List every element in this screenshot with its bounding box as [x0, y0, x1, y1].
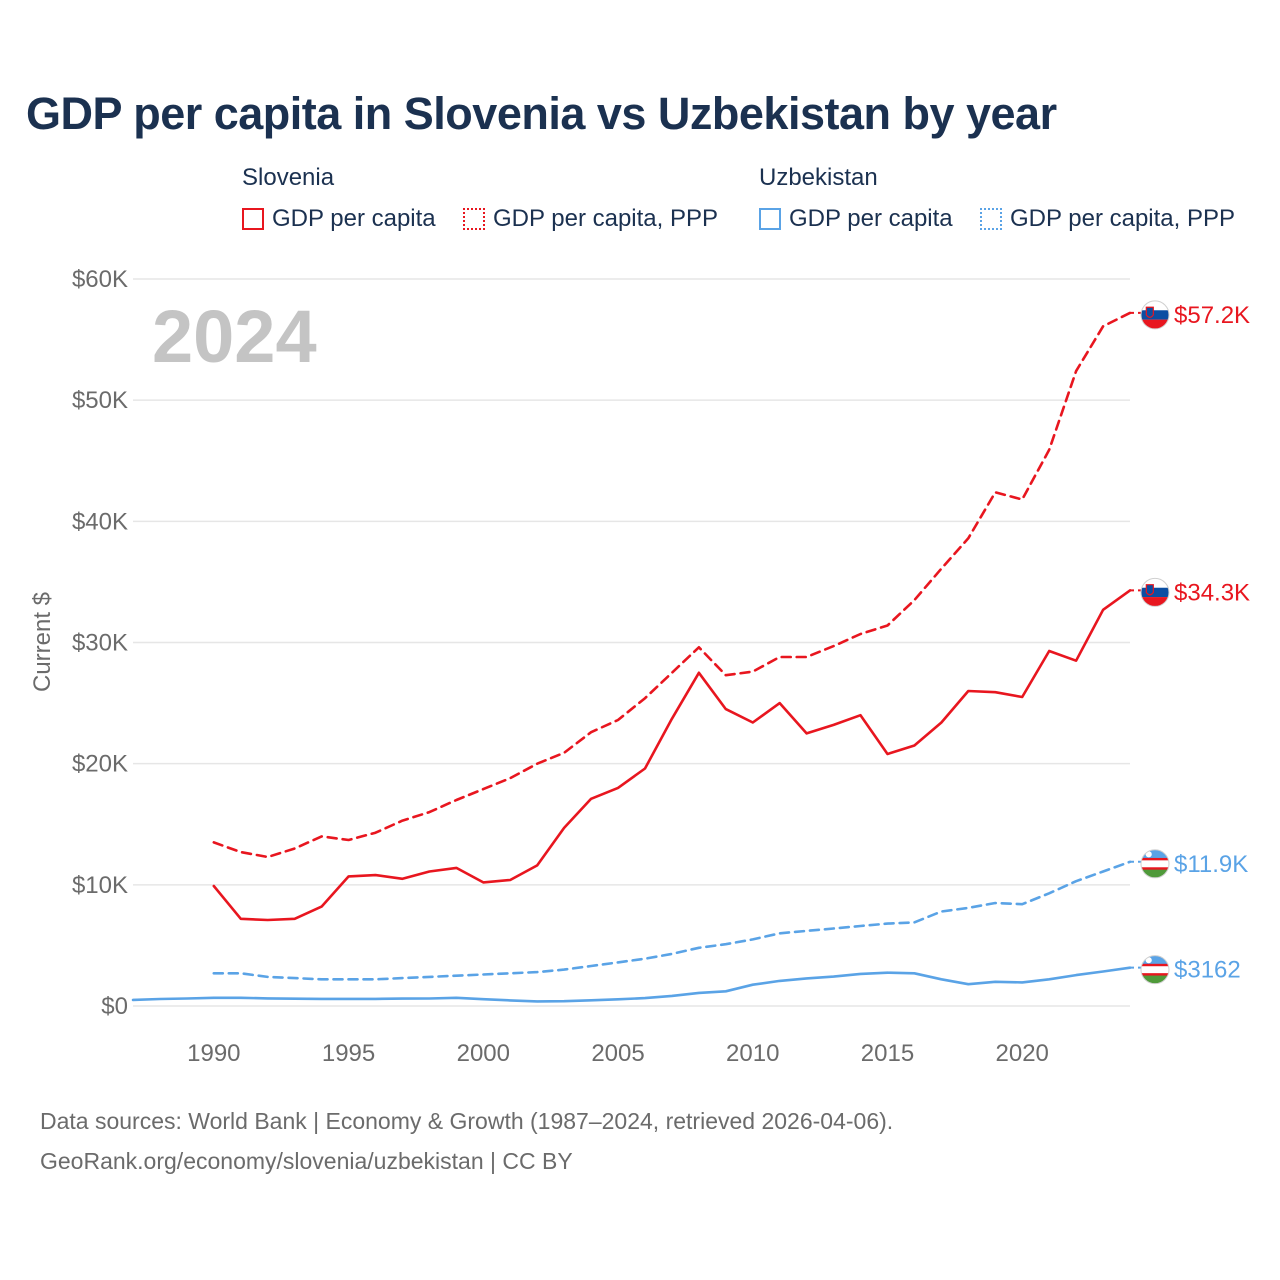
slovenia-flag-icon: [1141, 300, 1169, 329]
y-tick-label: $40K: [72, 508, 128, 535]
legend-swatch-dotted: [980, 208, 1002, 230]
x-tick-label: 2000: [457, 1040, 510, 1067]
legend-group-slovenia: Slovenia: [242, 164, 335, 191]
x-tick-label: 2005: [591, 1040, 644, 1067]
x-tick-label: 2020: [996, 1040, 1049, 1067]
end-value-label: $11.9K: [1174, 851, 1248, 878]
series-line-uzbekistan-gdp: [131, 966, 1132, 1003]
legend-label: GDP per capita: [272, 205, 436, 232]
legend-label: GDP per capita, PPP: [493, 205, 718, 232]
x-tick-label: 1995: [322, 1040, 375, 1067]
legend-item-uzbekistan-gdp[interactable]: GDP per capita: [759, 205, 953, 233]
slovenia-flag-icon: [1141, 578, 1169, 607]
end-marker: [1140, 955, 1170, 985]
y-tick-label: $50K: [72, 387, 128, 414]
series-line-slovenia-ppp: [212, 311, 1132, 859]
end-value-label: $3162: [1174, 957, 1241, 984]
end-marker: [1140, 577, 1170, 607]
end-value-label: $57.2K: [1174, 302, 1250, 329]
y-tick-label: $30K: [72, 630, 128, 657]
legend-item-uzbekistan-ppp[interactable]: GDP per capita, PPP: [980, 205, 1235, 233]
legend-item-slovenia-gdp[interactable]: GDP per capita: [242, 205, 436, 233]
y-axis-title: Current $: [29, 592, 56, 692]
legend-item-slovenia-ppp[interactable]: GDP per capita, PPP: [463, 205, 718, 233]
legend-swatch-dotted: [463, 208, 485, 230]
line-chart: $0 $10K $20K $30K $40K $50K $60K 1990 1995 2000 20…: [29, 266, 1250, 1067]
legend-label: GDP per capita, PPP: [1010, 205, 1235, 232]
end-marker: [1140, 849, 1170, 879]
source-line-1: Data sources: World Bank | Economy & Gro…: [40, 1108, 894, 1134]
year-watermark: 2024: [152, 295, 317, 378]
series-line-uzbekistan-ppp: [212, 860, 1132, 981]
legend-label: GDP per capita: [789, 205, 953, 232]
y-tick-label: $60K: [72, 266, 128, 293]
source-line-2[interactable]: GeoRank.org/economy/slovenia/uzbekistan …: [40, 1148, 573, 1174]
series-line-slovenia-gdp: [212, 589, 1132, 922]
x-tick-label: 2015: [861, 1040, 914, 1067]
chart-title: GDP per capita in Slovenia vs Uzbekistan…: [26, 88, 1057, 139]
legend-swatch-solid: [242, 208, 264, 230]
end-value-label: $34.3K: [1174, 579, 1250, 606]
x-tick-label: 2010: [726, 1040, 779, 1067]
end-marker: [1140, 300, 1170, 330]
y-tick-label: $20K: [72, 751, 128, 778]
legend-swatch-solid: [759, 208, 781, 230]
y-tick-label: $0: [101, 993, 128, 1020]
legend-group-uzbekistan: Uzbekistan: [759, 164, 878, 191]
x-tick-label: 1990: [187, 1040, 240, 1067]
y-tick-label: $10K: [72, 872, 128, 899]
